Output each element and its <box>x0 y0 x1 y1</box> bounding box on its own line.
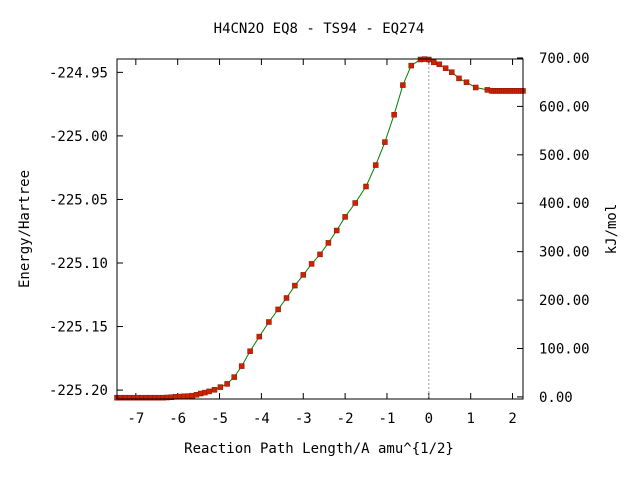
x-tick-label: -3 <box>295 411 312 427</box>
plot-frame <box>116 58 524 400</box>
data-point <box>292 282 298 289</box>
y2-tick-label: 300.00 <box>539 245 590 261</box>
y-tick-label: -225.00 <box>49 129 108 145</box>
data-point <box>372 162 379 168</box>
data-point <box>308 261 315 267</box>
y2-tick-label: 200.00 <box>539 293 590 309</box>
data-point <box>206 388 212 395</box>
energy-series <box>114 56 526 401</box>
data-point <box>431 59 437 66</box>
data-point <box>449 69 455 75</box>
data-point <box>283 295 290 301</box>
data-point <box>317 251 323 258</box>
y2-tick-label: 400.00 <box>539 196 590 212</box>
y-tick-label: -225.20 <box>49 383 108 399</box>
x-tick-label: -5 <box>211 411 228 427</box>
y-tick-label: -225.15 <box>49 320 108 336</box>
data-point <box>333 227 340 234</box>
data-point <box>342 214 348 220</box>
chart-title: H4CN2O EQ8 - TS94 - EQ274 <box>214 21 425 37</box>
y2-axis-label: kJ/mol <box>604 204 620 255</box>
x-tick-label: -4 <box>253 411 270 427</box>
data-point <box>224 381 230 387</box>
x-tick-label: -1 <box>379 411 396 427</box>
x-tick-label: 0 <box>425 411 433 427</box>
data-point <box>325 240 332 246</box>
energy-line <box>117 58 523 399</box>
data-point <box>363 183 369 190</box>
data-point <box>463 79 470 86</box>
data-point <box>231 374 237 380</box>
data-point <box>266 319 272 325</box>
data-point <box>456 75 462 82</box>
axis-ticks: -7 -6 -5 -4 -3 -2 -1 0 1 2 -224.95 -225.00 -225.05 -2… <box>49 51 590 427</box>
data-point <box>238 363 245 369</box>
data-point <box>217 384 224 390</box>
y-axis-label: Energy/Hartree <box>17 170 33 288</box>
y-tick-label: -225.10 <box>49 256 108 272</box>
data-point <box>300 272 307 278</box>
data-point <box>408 62 414 69</box>
data-point <box>472 84 479 91</box>
y2-tick-label: 500.00 <box>539 148 590 164</box>
y2-tick-label: 700.00 <box>539 51 590 67</box>
data-point <box>442 65 449 71</box>
y-tick-label: -224.95 <box>49 65 108 81</box>
y2-tick-label: 100.00 <box>539 341 590 357</box>
data-point <box>256 333 263 340</box>
data-point <box>247 348 253 354</box>
data-point <box>275 306 281 313</box>
x-axis-label: Reaction Path Length/A amu^{1/2} <box>184 441 454 457</box>
y2-tick-label: 0.00 <box>539 390 573 406</box>
y-tick-label: -225.05 <box>49 192 108 208</box>
data-point <box>400 82 406 88</box>
x-tick-label: -7 <box>127 411 144 427</box>
x-tick-label: -6 <box>169 411 186 427</box>
data-point <box>391 111 397 118</box>
data-point <box>211 387 218 393</box>
data-point <box>352 200 358 206</box>
y2-tick-label: 600.00 <box>539 99 590 115</box>
x-tick-label: 1 <box>466 411 474 427</box>
data-point <box>436 61 443 68</box>
x-tick-label: 2 <box>508 411 516 427</box>
x-tick-label: -2 <box>337 411 354 427</box>
data-point <box>382 139 388 145</box>
